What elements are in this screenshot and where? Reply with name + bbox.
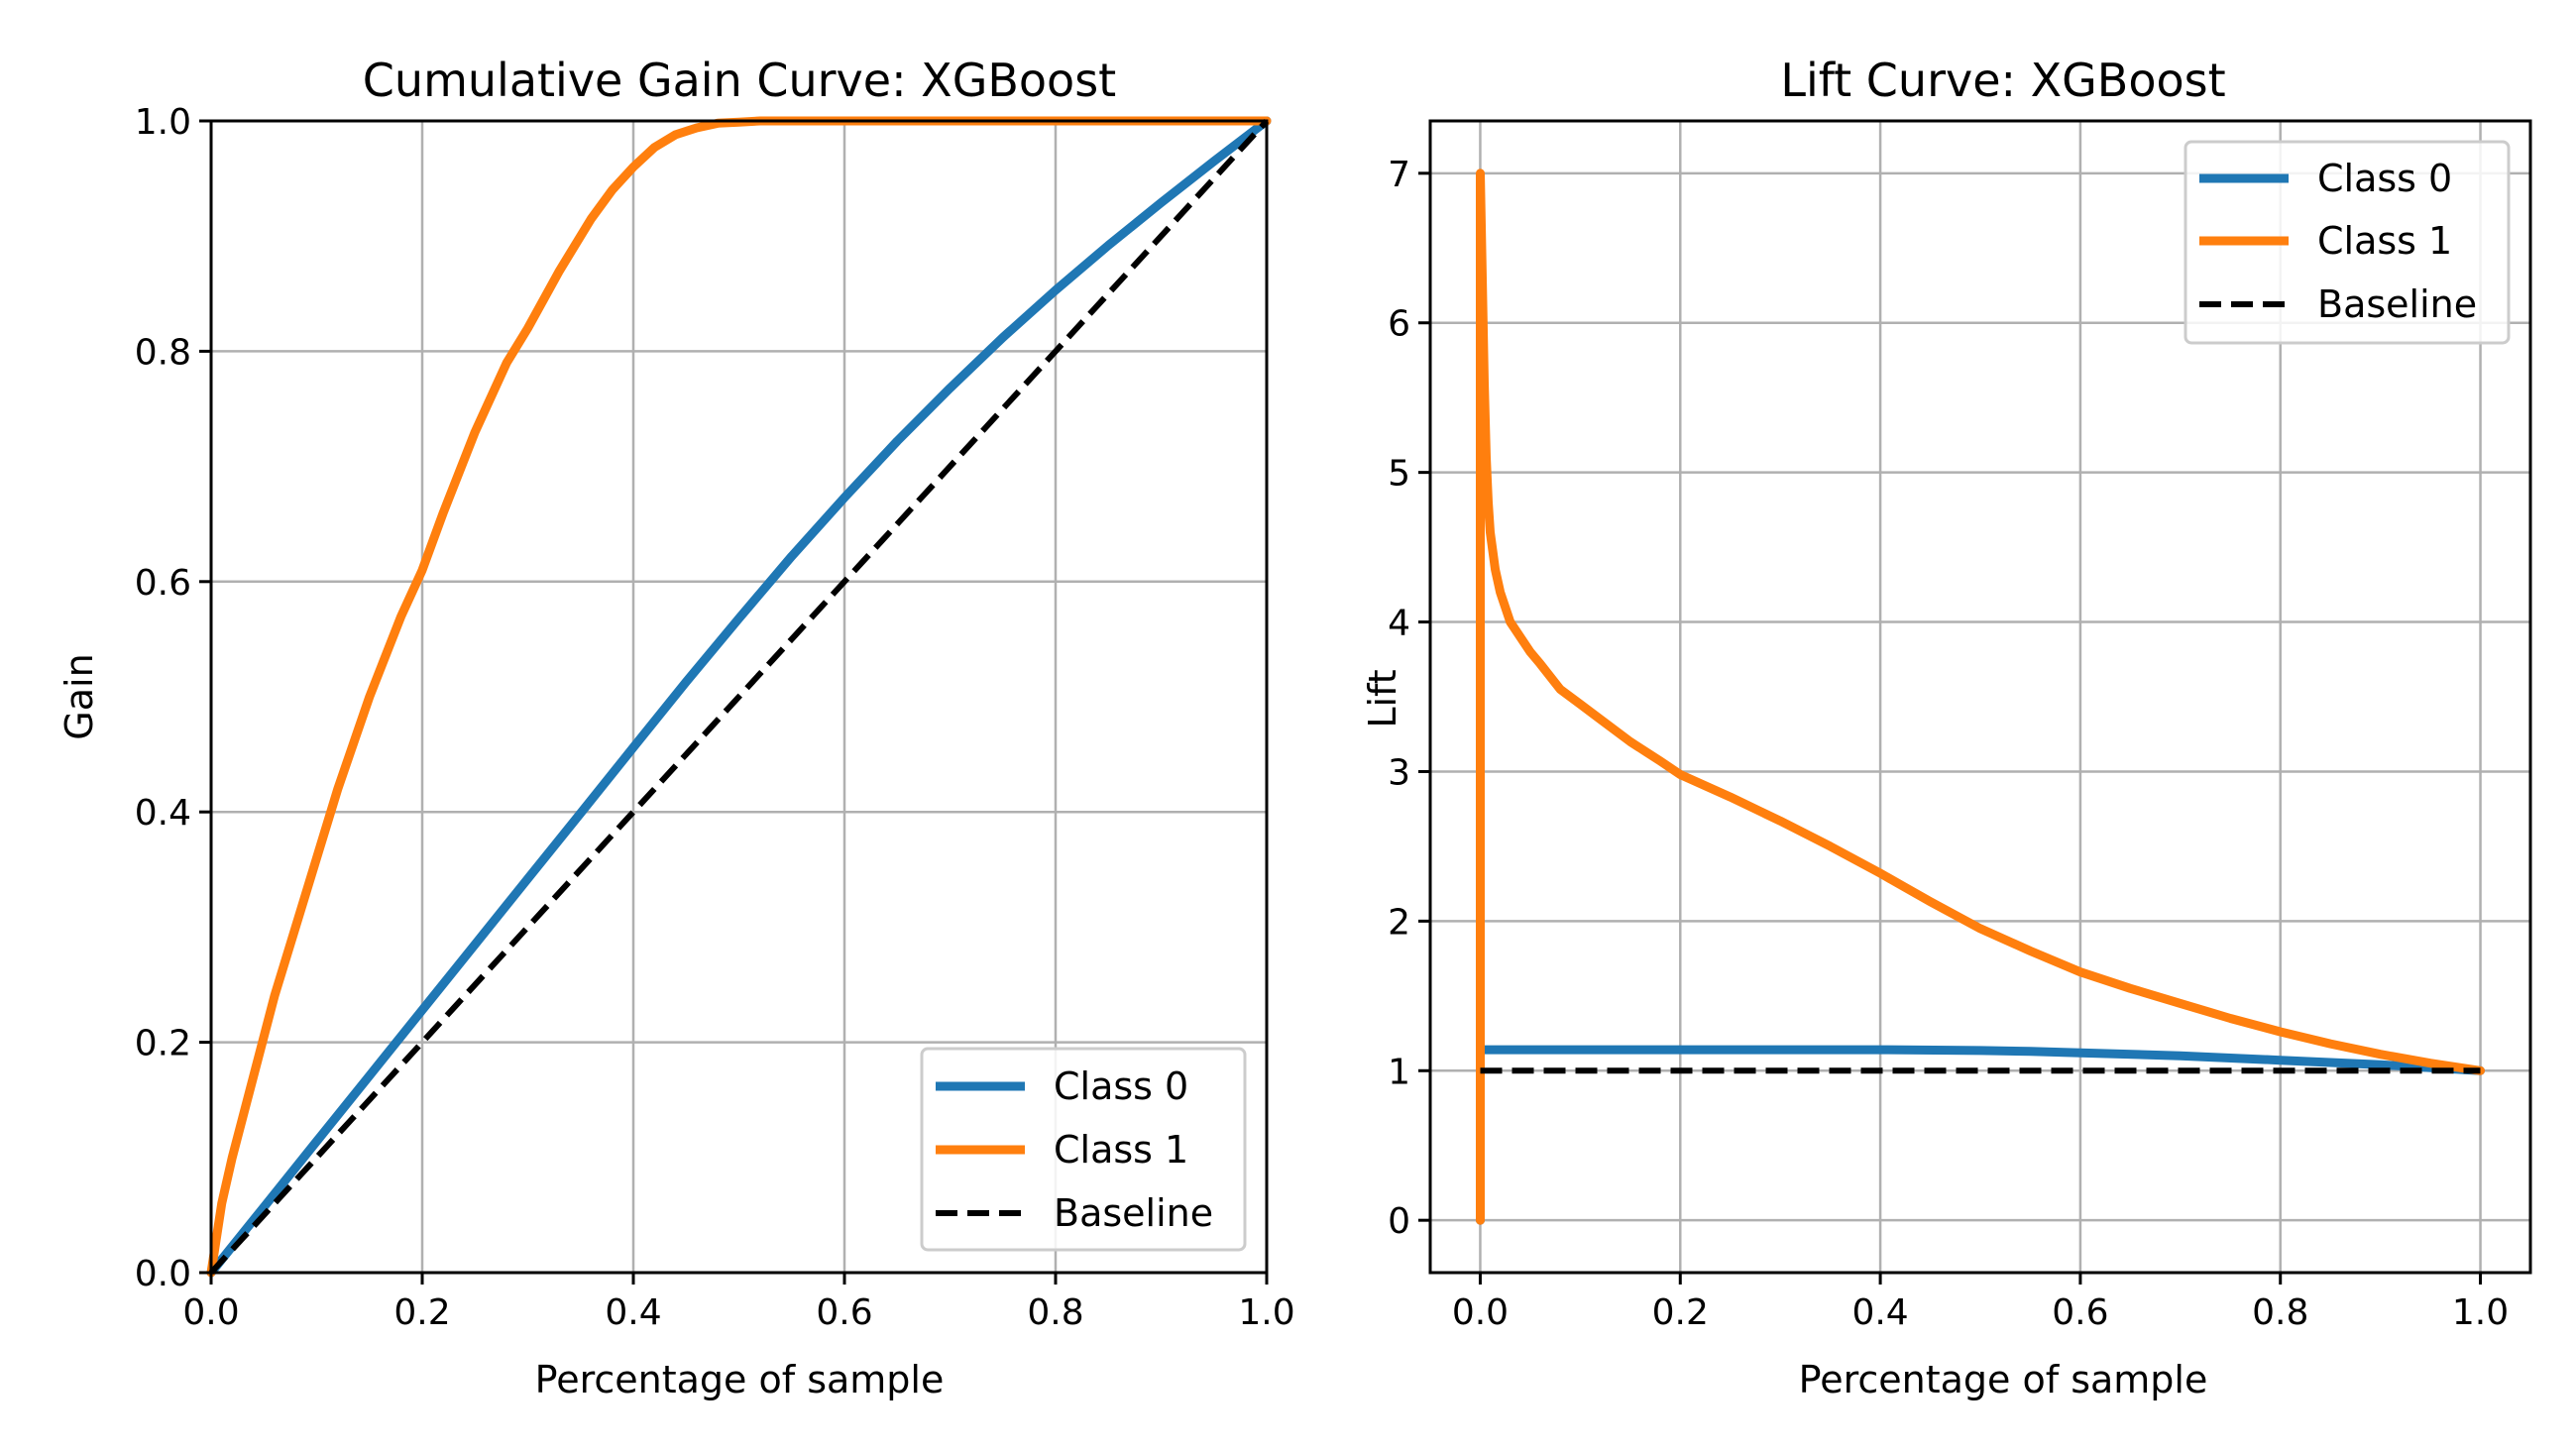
legend-label-class-0: Class 0 [2317, 157, 2452, 200]
y-tick-label: 3 [1388, 752, 1410, 793]
legend-label-baseline: Baseline [1054, 1191, 1213, 1235]
axis-ticks: 0.0 0.2 0.4 0.6 0.8 1.0 0.0 0.2 0.4 0.6 0.8 1.0 [135, 102, 1295, 1333]
x-tick-label: 0.4 [1851, 1292, 1908, 1333]
y-tick-label: 0.6 [135, 563, 191, 604]
x-tick-label: 0.0 [182, 1292, 239, 1333]
x-tick-label: 1.0 [2452, 1292, 2509, 1333]
y-axis-label: Gain [57, 653, 101, 739]
x-axis-label: Percentage of sample [1799, 1358, 2208, 1401]
y-tick-label: 7 [1388, 155, 1410, 195]
x-tick-label: 0.8 [2252, 1292, 2308, 1333]
y-tick-label: 6 [1388, 304, 1410, 345]
plot-frame [209, 119, 1269, 1275]
legend-box [2184, 140, 2511, 345]
y-tick-label: 0.4 [135, 793, 191, 834]
y-axis-label: Lift [1361, 669, 1404, 727]
y-tick-label: 5 [1388, 454, 1410, 495]
series-line-baseline [208, 118, 1270, 1276]
y-tick-label: 1 [1388, 1052, 1410, 1092]
series-line-class-0 [1476, 1045, 2485, 1225]
x-tick-label: 0.2 [1652, 1292, 1709, 1333]
x-tick-label: 0.8 [1027, 1292, 1083, 1333]
plot-frame [1428, 119, 2532, 1275]
lift-chart: Lift Curve: XGBoost 0.0 0.2 0.4 0.6 0.8 1.0 0 1… [1361, 54, 2532, 1401]
y-tick-label: 4 [1388, 604, 1410, 644]
y-tick-label: 2 [1388, 902, 1410, 943]
cumulative-gain-chart: Cumulative Gain Curve: XGBoost 0.0 0.2 0.4… [57, 54, 1295, 1401]
y-tick-label: 0.8 [135, 332, 191, 373]
x-tick-label: 0.2 [393, 1292, 450, 1333]
x-axis-label: Percentage of sample [535, 1358, 945, 1401]
chart-title: Lift Curve: XGBoost [1780, 54, 2225, 107]
x-tick-label: 1.0 [1238, 1292, 1294, 1333]
legend: Class 0 Class 1 Baseline [920, 1047, 1247, 1252]
y-tick-label: 0.2 [135, 1024, 191, 1064]
legend-label-class-1: Class 1 [1054, 1128, 1188, 1172]
series-lines [1476, 168, 2485, 1225]
series-line-class-0 [206, 116, 1272, 1278]
axis-ticks: 0.0 0.2 0.4 0.6 0.8 1.0 0 1 2 3 4 5 6 7 [1388, 155, 2509, 1333]
x-tick-label: 0.4 [605, 1292, 661, 1333]
legend-label-class-1: Class 1 [2317, 219, 2452, 263]
y-tick-label: 0 [1388, 1201, 1410, 1242]
legend: Class 0 Class 1 Baseline [2184, 140, 2511, 345]
legend-box [920, 1047, 1247, 1252]
x-tick-label: 0.6 [2052, 1292, 2108, 1333]
x-tick-label: 0.0 [1452, 1292, 1509, 1333]
series-line-class-1 [1476, 168, 2485, 1225]
legend-label-baseline: Baseline [2317, 282, 2477, 326]
y-tick-label: 1.0 [135, 102, 191, 143]
legend-label-class-0: Class 0 [1054, 1064, 1188, 1108]
y-tick-label: 0.0 [135, 1254, 191, 1294]
x-tick-label: 0.6 [816, 1292, 872, 1333]
chart-title: Cumulative Gain Curve: XGBoost [363, 54, 1116, 107]
